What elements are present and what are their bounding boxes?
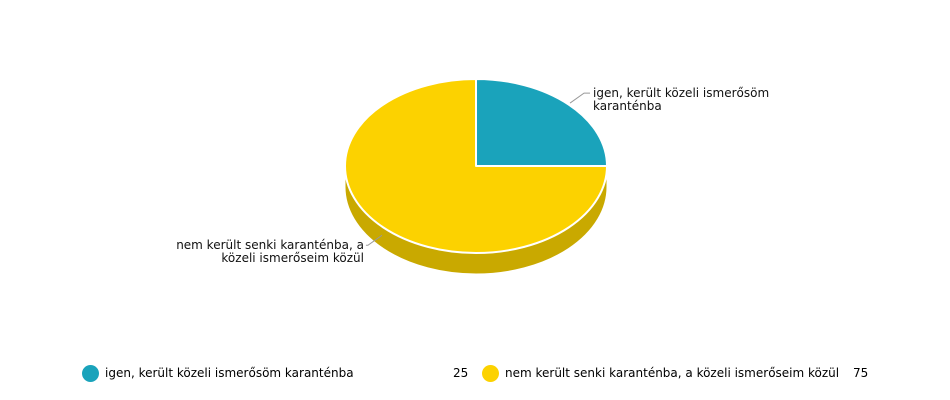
- pie-slice-0[interactable]: [475, 78, 608, 167]
- legend-item-0[interactable]: igen, került közeli ismerősöm karanténba: [82, 362, 354, 384]
- pie-slice-1[interactable]: [344, 78, 608, 254]
- slice-label-line: karanténba: [593, 99, 662, 113]
- leader-line-1: [365, 234, 383, 246]
- slice-label-line: közeli ismerőseim közül: [221, 251, 364, 265]
- slice-label-0: igen, került közeli ismerősöm karanténba: [593, 86, 769, 113]
- slice-label-line: nem került senki karanténba, a: [176, 238, 364, 252]
- leader-line-0: [569, 92, 591, 104]
- legend-value-0: 25: [453, 366, 469, 380]
- legend-label-1: nem került senki karanténba, a közeli is…: [505, 366, 840, 380]
- legend-value-1: 75: [853, 366, 869, 380]
- pie-chart: igen, került közeli ismerősöm karanténba n…: [176, 78, 769, 275]
- legend-item-1[interactable]: nem került senki karanténba, a közeli is…: [482, 362, 839, 384]
- slice-label-1: nem került senki karanténba, a közeli ism…: [176, 238, 364, 265]
- pie-chart-svg: igen, került közeli ismerősöm karanténba n…: [176, 78, 769, 275]
- legend-swatch-1: [482, 364, 499, 382]
- slice-label-line: igen, került közeli ismerősöm: [593, 86, 769, 100]
- legend-swatch-0: [82, 364, 99, 382]
- legend-label-0: igen, került közeli ismerősöm karanténba: [105, 366, 354, 380]
